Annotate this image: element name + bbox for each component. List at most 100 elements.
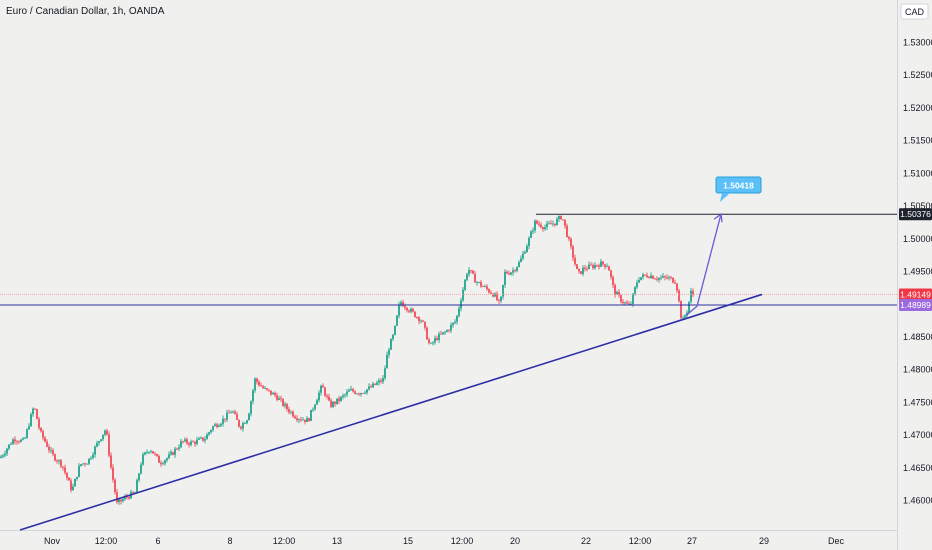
candle-body bbox=[296, 418, 298, 421]
candle-body bbox=[72, 486, 74, 491]
candle-body bbox=[384, 368, 386, 379]
candle-body bbox=[590, 264, 592, 266]
candle-body bbox=[14, 439, 16, 442]
candle-body bbox=[150, 451, 152, 452]
candle-body bbox=[540, 224, 542, 228]
target-label: 1.50418 bbox=[723, 181, 754, 191]
candle-body bbox=[350, 389, 352, 391]
candle-body bbox=[200, 437, 202, 439]
candle-body bbox=[658, 278, 660, 280]
candle-body bbox=[100, 439, 102, 442]
candle-body bbox=[556, 219, 558, 225]
candle-body bbox=[620, 295, 622, 302]
price-badge-label: 1.49149 bbox=[900, 290, 931, 300]
candle-body bbox=[86, 463, 88, 465]
candle-body bbox=[114, 479, 116, 493]
x-tick-label: Nov bbox=[44, 536, 61, 546]
candle-body bbox=[154, 453, 156, 455]
candle-body bbox=[362, 393, 364, 394]
y-tick-label: 1.51500 bbox=[903, 136, 932, 146]
price-badge bbox=[899, 288, 932, 301]
candle-body bbox=[234, 411, 236, 414]
candle-body bbox=[42, 431, 44, 438]
x-tick-label: 12:00 bbox=[273, 536, 296, 546]
candle-body bbox=[10, 444, 12, 445]
candle-body bbox=[668, 277, 670, 279]
candle-body bbox=[226, 412, 228, 420]
candle-body bbox=[462, 289, 464, 301]
candle-body bbox=[406, 307, 408, 311]
candle-body bbox=[514, 270, 516, 272]
candle-body bbox=[48, 446, 50, 451]
candle-body bbox=[390, 339, 392, 350]
candle-body bbox=[486, 286, 488, 290]
candle-body bbox=[608, 266, 610, 271]
target-callout[interactable] bbox=[715, 176, 762, 194]
y-tick-label: 1.50000 bbox=[903, 234, 932, 244]
candle-body bbox=[334, 401, 336, 404]
candle-body bbox=[260, 385, 262, 387]
candle-body bbox=[162, 463, 164, 465]
candle-body bbox=[70, 480, 72, 491]
trendline[interactable] bbox=[19, 293, 763, 531]
drawings bbox=[0, 213, 897, 531]
candle-body bbox=[286, 404, 288, 410]
currency-selector[interactable] bbox=[900, 3, 929, 20]
candle-body bbox=[138, 473, 140, 481]
candle-body bbox=[36, 409, 38, 420]
candle-body bbox=[558, 216, 560, 220]
candle-body bbox=[510, 272, 512, 275]
candle-body bbox=[412, 308, 414, 312]
candle-body bbox=[538, 223, 540, 225]
candle-body bbox=[552, 223, 554, 225]
candle-body bbox=[66, 472, 68, 478]
candle-body bbox=[634, 287, 636, 294]
candle-body bbox=[420, 320, 422, 322]
candle-body bbox=[174, 448, 176, 455]
candle-body bbox=[246, 420, 248, 424]
candle-body bbox=[654, 278, 656, 280]
candle-body bbox=[672, 277, 674, 283]
candle-body bbox=[172, 452, 174, 455]
candle-body bbox=[308, 418, 310, 421]
candle-body bbox=[58, 460, 60, 462]
candle-body bbox=[518, 262, 520, 267]
candle-body bbox=[166, 458, 168, 461]
candle-body bbox=[632, 293, 634, 304]
candle-body bbox=[132, 491, 134, 493]
candle-body bbox=[548, 223, 550, 225]
candle-body bbox=[108, 434, 110, 456]
candle-body bbox=[300, 419, 302, 421]
candle-body bbox=[342, 395, 344, 397]
candle-body bbox=[306, 418, 308, 422]
candle-body bbox=[120, 499, 122, 502]
currency-label: CAD bbox=[905, 7, 925, 17]
candle-body bbox=[454, 321, 456, 323]
candle-body bbox=[92, 454, 94, 458]
candle-body bbox=[528, 237, 530, 246]
candle-body bbox=[508, 273, 510, 275]
candle-body bbox=[638, 279, 640, 283]
candle-body bbox=[516, 266, 518, 271]
projection-arrow[interactable] bbox=[685, 214, 722, 316]
candle-body bbox=[482, 286, 484, 288]
target-callout-pointer bbox=[720, 193, 730, 202]
candle-body bbox=[424, 321, 426, 328]
candle-body bbox=[680, 301, 682, 318]
candle-body bbox=[476, 282, 478, 284]
y-tick-label: 1.47000 bbox=[903, 430, 932, 440]
candle-body bbox=[394, 325, 396, 335]
candle-body bbox=[618, 292, 620, 296]
price-scale[interactable] bbox=[897, 0, 932, 550]
candle-body bbox=[24, 437, 26, 439]
candle-body bbox=[532, 230, 534, 232]
candle-body bbox=[84, 463, 86, 465]
y-tick-label: 1.52500 bbox=[903, 70, 932, 80]
candle-body bbox=[266, 388, 268, 390]
candle-body bbox=[498, 300, 500, 301]
candle-body bbox=[414, 311, 416, 318]
candle-body bbox=[488, 289, 490, 293]
candle-body bbox=[500, 296, 502, 301]
